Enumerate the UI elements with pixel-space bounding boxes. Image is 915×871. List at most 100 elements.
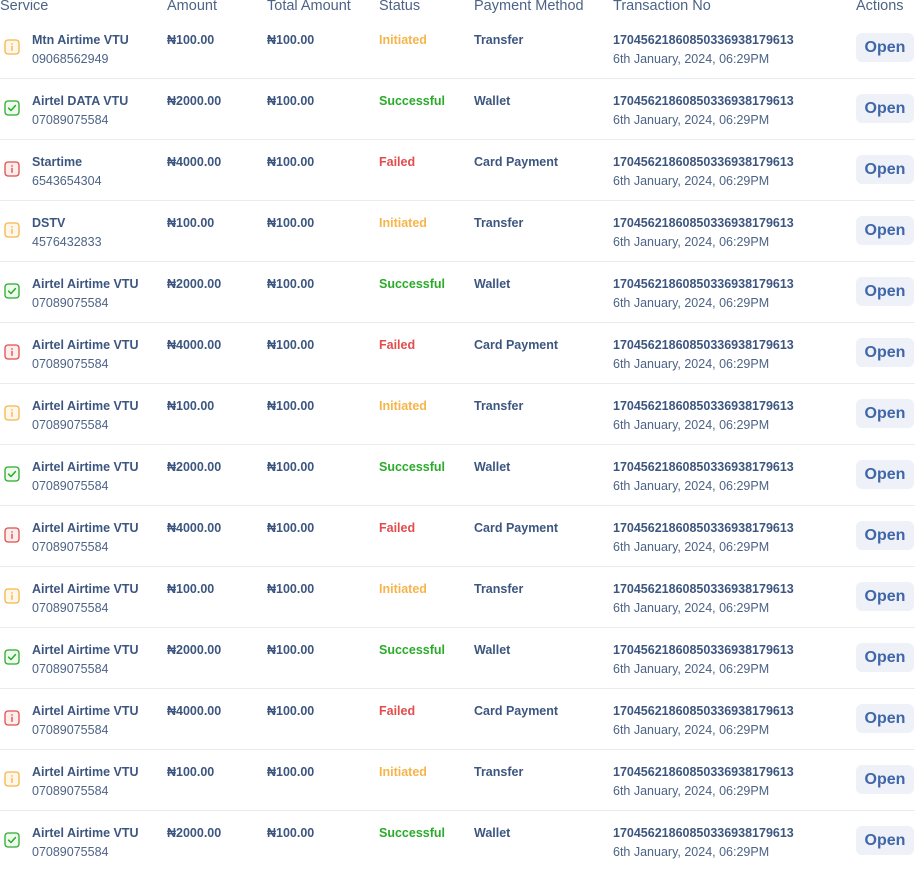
info-icon <box>4 222 20 238</box>
check-icon <box>4 283 20 299</box>
check-icon <box>4 466 20 482</box>
open-button[interactable]: Open <box>856 33 914 62</box>
total-amount: ₦100.00 <box>267 521 315 535</box>
payment-method: Transfer <box>474 765 524 779</box>
transaction-number: 17045621860850336938179613 <box>613 643 794 657</box>
table-row: Airtel Airtime VTU 07089075584 ₦2000.00 ₦10… <box>0 261 915 322</box>
status-badge: Initiated <box>379 399 427 413</box>
payment-method: Transfer <box>474 399 524 413</box>
status-badge: Failed <box>379 704 416 718</box>
total-amount: ₦100.00 <box>267 94 315 108</box>
service-name: Mtn Airtime VTU <box>32 33 129 47</box>
total-amount: ₦100.00 <box>267 338 315 352</box>
alert-icon <box>4 527 20 543</box>
total-amount: ₦100.00 <box>267 460 315 474</box>
open-button[interactable]: Open <box>856 155 914 184</box>
amount: ₦100.00 <box>167 33 215 47</box>
status-badge: Successful <box>379 94 446 108</box>
open-button[interactable]: Open <box>856 521 914 550</box>
open-button[interactable]: Open <box>856 704 914 733</box>
transaction-date: 6th January, 2024, 06:29PM <box>613 845 770 859</box>
status-badge: Failed <box>379 338 416 352</box>
service-number: 07089075584 <box>32 357 109 371</box>
service-name: Airtel Airtime VTU <box>32 704 139 718</box>
service-name: Airtel Airtime VTU <box>32 399 139 413</box>
open-button[interactable]: Open <box>856 399 914 428</box>
open-button[interactable]: Open <box>856 277 914 306</box>
total-amount: ₦100.00 <box>267 155 315 169</box>
transaction-number: 17045621860850336938179613 <box>613 338 794 352</box>
open-button[interactable]: Open <box>856 582 914 611</box>
amount: ₦2000.00 <box>167 643 222 657</box>
amount: ₦100.00 <box>167 582 215 596</box>
status-badge: Initiated <box>379 216 427 230</box>
transaction-number: 17045621860850336938179613 <box>613 521 794 535</box>
open-button[interactable]: Open <box>856 216 914 245</box>
service-number: 07089075584 <box>32 845 109 859</box>
total-amount: ₦100.00 <box>267 216 315 230</box>
total-amount: ₦100.00 <box>267 704 315 718</box>
status-badge: Initiated <box>379 582 427 596</box>
service-name: Airtel Airtime VTU <box>32 765 139 779</box>
status-badge: Successful <box>379 277 446 291</box>
open-button[interactable]: Open <box>856 460 914 489</box>
payment-method: Transfer <box>474 216 524 230</box>
open-button[interactable]: Open <box>856 643 914 672</box>
transaction-number: 17045621860850336938179613 <box>613 582 794 596</box>
transaction-date: 6th January, 2024, 06:29PM <box>613 357 770 371</box>
service-number: 07089075584 <box>32 662 109 676</box>
service-name: Airtel Airtime VTU <box>32 521 139 535</box>
transaction-number: 17045621860850336938179613 <box>613 765 794 779</box>
transaction-date: 6th January, 2024, 06:29PM <box>613 784 770 798</box>
service-number: 07089075584 <box>32 296 109 310</box>
table-row: Airtel Airtime VTU 07089075584 ₦4000.00 ₦10… <box>0 322 915 383</box>
amount: ₦2000.00 <box>167 460 222 474</box>
open-button[interactable]: Open <box>856 826 914 855</box>
info-icon <box>4 588 20 604</box>
table-row: Startime 6543654304 ₦4000.00 ₦100.00 Failed C… <box>0 139 915 200</box>
service-name: Airtel DATA VTU <box>32 94 129 108</box>
service-name: Airtel Airtime VTU <box>32 582 139 596</box>
open-button[interactable]: Open <box>856 765 914 794</box>
total-amount: ₦100.00 <box>267 826 315 840</box>
transaction-date: 6th January, 2024, 06:29PM <box>613 479 770 493</box>
payment-method: Card Payment <box>474 521 559 535</box>
transaction-number: 17045621860850336938179613 <box>613 277 794 291</box>
payment-method: Wallet <box>474 460 511 474</box>
transaction-number: 17045621860850336938179613 <box>613 33 794 47</box>
table-row: Airtel Airtime VTU 07089075584 ₦4000.00 ₦10… <box>0 505 915 566</box>
transaction-date: 6th January, 2024, 06:29PM <box>613 174 770 188</box>
table-row: DSTV 4576432833 ₦100.00 ₦100.00 Initiated Tra… <box>0 200 915 261</box>
table-row: Airtel Airtime VTU 07089075584 ₦100.00 ₦100… <box>0 566 915 627</box>
transaction-number: 17045621860850336938179613 <box>613 155 794 169</box>
amount: ₦2000.00 <box>167 826 222 840</box>
transaction-number: 17045621860850336938179613 <box>613 704 794 718</box>
amount: ₦4000.00 <box>167 704 222 718</box>
header-transaction-no: Transaction No <box>613 0 711 14</box>
service-number: 09068562949 <box>32 52 109 66</box>
service-name: Airtel Airtime VTU <box>32 277 139 291</box>
open-button[interactable]: Open <box>856 338 914 367</box>
service-number: 6543654304 <box>32 174 102 188</box>
table-header: Service Amount Total Amount Status Payme… <box>0 0 915 18</box>
open-button[interactable]: Open <box>856 94 914 123</box>
transaction-date: 6th January, 2024, 06:29PM <box>613 52 770 66</box>
transaction-number: 17045621860850336938179613 <box>613 826 794 840</box>
payment-method: Wallet <box>474 94 511 108</box>
service-number: 07089075584 <box>32 479 109 493</box>
service-name: Airtel Airtime VTU <box>32 338 139 352</box>
service-name: Startime <box>32 155 83 169</box>
amount: ₦100.00 <box>167 216 215 230</box>
total-amount: ₦100.00 <box>267 643 315 657</box>
alert-icon <box>4 344 20 360</box>
transaction-date: 6th January, 2024, 06:29PM <box>613 235 770 249</box>
transaction-date: 6th January, 2024, 06:29PM <box>613 113 770 127</box>
transaction-date: 6th January, 2024, 06:29PM <box>613 540 770 554</box>
total-amount: ₦100.00 <box>267 399 315 413</box>
service-number: 07089075584 <box>32 540 109 554</box>
amount: ₦4000.00 <box>167 521 222 535</box>
service-name: Airtel Airtime VTU <box>32 460 139 474</box>
table-row: Airtel Airtime VTU 07089075584 ₦2000.00 ₦10… <box>0 444 915 505</box>
payment-method: Transfer <box>474 582 524 596</box>
